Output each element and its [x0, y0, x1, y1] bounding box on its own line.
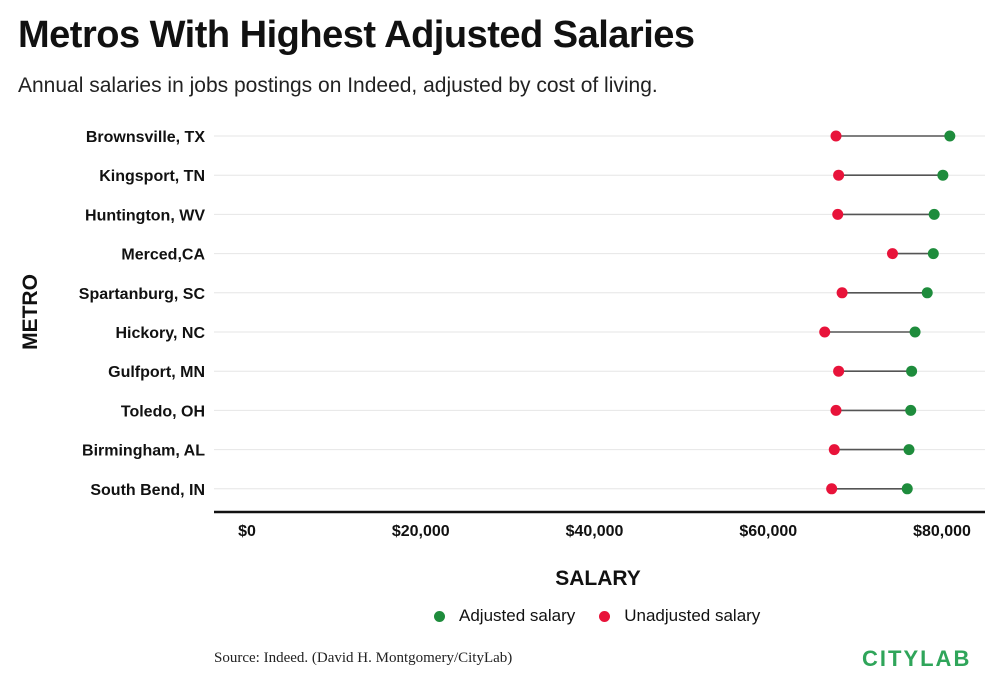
- adjusted-point: [909, 326, 921, 338]
- x-tick-label: $40,000: [566, 523, 624, 540]
- y-tick-label: Toledo, OH: [121, 403, 205, 420]
- legend-unadjusted-marker: [599, 610, 611, 622]
- unadjusted-point: [886, 248, 898, 260]
- x-tick-label: $0: [238, 523, 256, 540]
- adjusted-point: [901, 483, 913, 495]
- adjusted-point: [905, 404, 917, 416]
- x-tick-label: $80,000: [913, 523, 971, 540]
- unadjusted-point: [819, 326, 831, 338]
- chart-subtitle: Annual salaries in jobs postings on Inde…: [18, 74, 658, 97]
- adjusted-point: [903, 444, 915, 456]
- legend-item-unadjusted: Unadjusted salary: [599, 606, 760, 626]
- y-tick-label: South Bend, IN: [90, 482, 205, 499]
- y-tick-label: Huntington, WV: [85, 207, 205, 224]
- adjusted-point: [937, 169, 949, 181]
- y-tick-label: Birmingham, AL: [82, 443, 205, 460]
- legend: Adjusted salary Unadjusted salary: [434, 606, 774, 626]
- dumbbell-chart: Brownsville, TX Kingsport, TN Huntington, …: [19, 129, 985, 590]
- adjusted-point: [921, 287, 933, 299]
- unadjusted-point: [832, 208, 844, 220]
- y-tick-label: Gulfport, MN: [108, 364, 205, 381]
- chart-title: Metros With Highest Adjusted Salaries: [18, 14, 695, 56]
- adjusted-point: [927, 248, 939, 260]
- y-tick-label: Brownsville, TX: [86, 129, 205, 146]
- y-tick-label: Kingsport, TN: [99, 168, 205, 185]
- unadjusted-point: [833, 365, 845, 377]
- y-tick-label: Hickory, NC: [115, 325, 205, 342]
- adjusted-point: [944, 130, 956, 142]
- unadjusted-point: [833, 169, 845, 181]
- adjusted-point: [928, 208, 940, 220]
- unadjusted-point: [830, 404, 842, 416]
- source-note: Source: Indeed. (David H. Montgomery/Cit…: [214, 650, 513, 666]
- y-tick-label: Spartanburg, SC: [79, 286, 206, 303]
- y-axis-title: METRO: [19, 274, 42, 350]
- legend-adjusted-label: Adjusted salary: [459, 606, 576, 625]
- x-tick-label: $60,000: [739, 523, 797, 540]
- unadjusted-point: [836, 287, 848, 299]
- y-tick-label: Merced,CA: [121, 247, 205, 264]
- citylab-logo: CITYLAB: [862, 646, 972, 671]
- legend-unadjusted-label: Unadjusted salary: [624, 606, 761, 625]
- unadjusted-point: [828, 444, 840, 456]
- x-axis-title: SALARY: [555, 567, 641, 590]
- x-tick-label: $20,000: [392, 523, 450, 540]
- unadjusted-point: [826, 483, 838, 495]
- unadjusted-point: [830, 130, 842, 142]
- legend-adjusted-marker: [434, 610, 445, 622]
- adjusted-point: [906, 365, 918, 377]
- legend-item-adjusted: Adjusted salary: [434, 606, 575, 626]
